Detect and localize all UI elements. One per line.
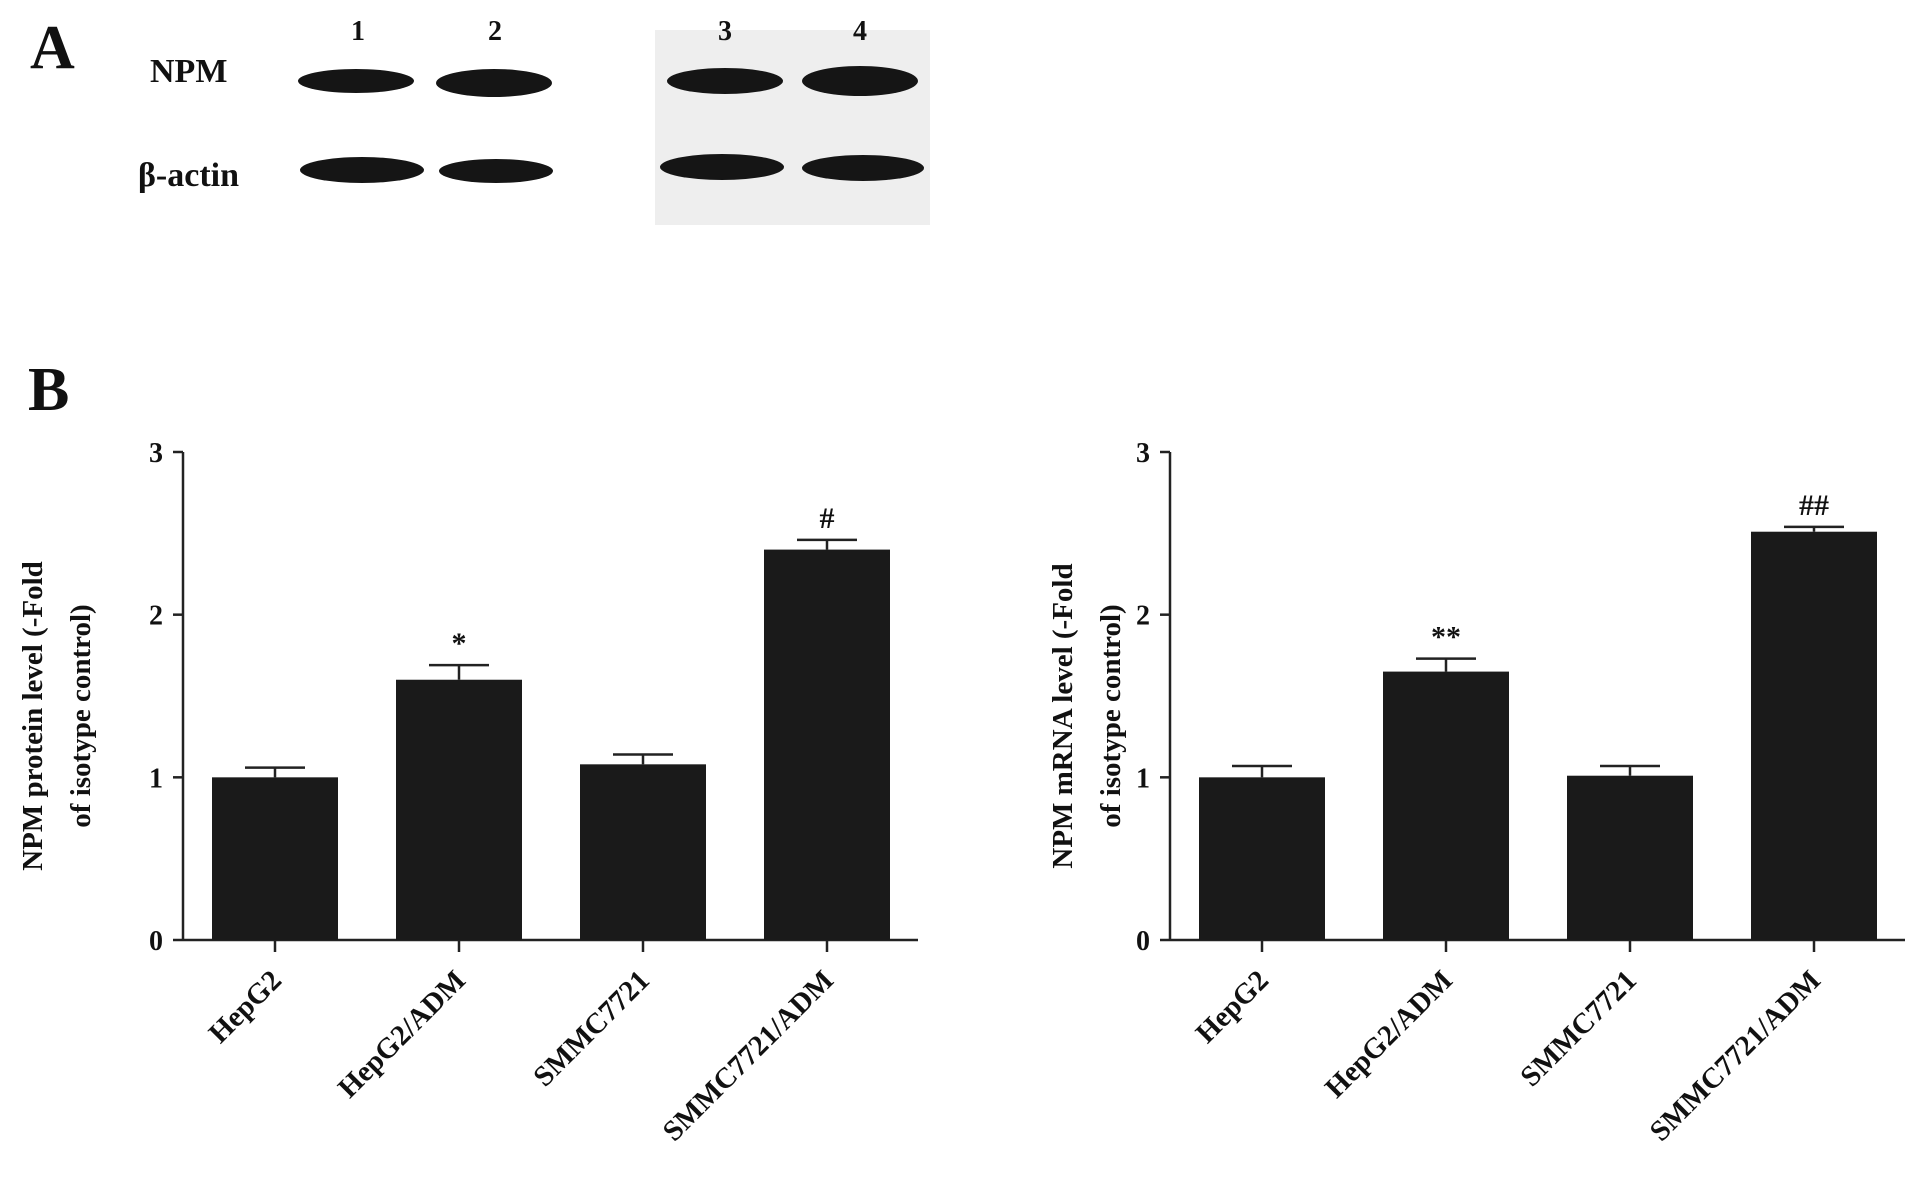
western-blot: 1 2 3 4 NPM β-actin	[138, 16, 930, 225]
blot-background	[655, 30, 930, 225]
protein-y-tick-label: 3	[149, 438, 163, 469]
protein-y-tick-label: 1	[149, 763, 163, 794]
mrna-significance-mark: **	[1431, 621, 1461, 654]
mrna-y-axis-label: NPM mRNA level (-Fold	[1047, 563, 1079, 868]
protein-y-axis-label: of isotype control)	[65, 604, 97, 827]
mrna-bar	[1751, 531, 1877, 940]
protein-bar	[764, 549, 890, 940]
band-actin-lane-4	[802, 155, 924, 181]
mrna-y-tick-label: 2	[1136, 601, 1150, 632]
mrna-category-label: SMMC7721	[1514, 964, 1643, 1093]
panel-b-label: B	[28, 356, 69, 424]
mrna-y-tick-label: 1	[1136, 763, 1150, 794]
lane-label-4: 4	[853, 16, 867, 47]
mrna-y-tick-label: 3	[1136, 438, 1150, 469]
mrna-y-tick-label: 0	[1136, 926, 1150, 957]
protein-bar	[212, 777, 338, 940]
lane-label-1: 1	[351, 16, 365, 47]
mrna-bar	[1383, 671, 1509, 940]
chart-npm-mrna: 0 1 2 3 NPM mRNA level (-Fold of isotype cont…	[1047, 438, 1905, 1148]
panel-a-label: A	[30, 14, 75, 82]
protein-y-tick-label: 0	[149, 926, 163, 957]
lane-label-2: 2	[488, 16, 502, 47]
band-actin-lane-3	[660, 154, 784, 180]
band-npm-lane-1	[298, 69, 414, 93]
protein-category-label: HepG2	[203, 964, 288, 1049]
protein-category-label: HepG2/ADM	[332, 964, 472, 1104]
protein-y-axis-label: NPM protein level (-Fold	[17, 561, 49, 871]
band-npm-lane-3	[667, 68, 783, 94]
band-npm-lane-4	[802, 66, 918, 96]
blot-row-label-actin: β-actin	[138, 157, 239, 194]
mrna-y-axis-label: of isotype control)	[1095, 604, 1127, 827]
blot-row-label-npm: NPM	[150, 53, 227, 90]
protein-y-tick-label: 2	[149, 601, 163, 632]
protein-category-label: SMMC7721	[527, 964, 656, 1093]
mrna-significance-mark: ##	[1799, 489, 1829, 522]
band-actin-lane-2	[439, 159, 553, 183]
chart-npm-protein: 0 1 2 3 NPM protein level (-Fold of isotype c…	[17, 438, 918, 1148]
mrna-bar	[1567, 775, 1693, 940]
protein-bar	[396, 679, 522, 940]
mrna-category-label: HepG2/ADM	[1319, 964, 1459, 1104]
protein-bar	[580, 764, 706, 940]
lane-label-3: 3	[718, 16, 732, 47]
protein-significance-mark: *	[452, 627, 467, 660]
band-npm-lane-2	[436, 69, 552, 97]
band-actin-lane-1	[300, 157, 424, 183]
mrna-category-label: SMMC7721/ADM	[1644, 964, 1827, 1147]
mrna-category-label: HepG2	[1190, 964, 1275, 1049]
protein-category-label: SMMC7721/ADM	[657, 964, 840, 1147]
protein-significance-mark: #	[820, 502, 835, 535]
mrna-bar	[1199, 777, 1325, 940]
